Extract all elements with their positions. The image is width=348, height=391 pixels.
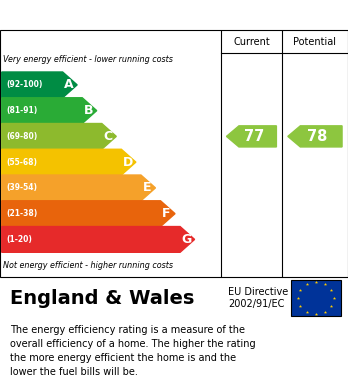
Text: C: C [103, 130, 112, 143]
Polygon shape [2, 124, 116, 149]
Text: Current: Current [233, 37, 270, 47]
Polygon shape [2, 175, 156, 201]
Text: (69-80): (69-80) [6, 132, 37, 141]
Text: (39-54): (39-54) [6, 183, 37, 192]
Polygon shape [2, 201, 175, 226]
Text: G: G [182, 233, 192, 246]
Text: (81-91): (81-91) [6, 106, 37, 115]
Text: Potential: Potential [293, 37, 337, 47]
Text: 78: 78 [308, 129, 328, 144]
Text: 77: 77 [244, 129, 264, 144]
Polygon shape [227, 126, 276, 147]
Text: England & Wales: England & Wales [10, 289, 195, 307]
Text: E: E [142, 181, 151, 194]
Text: B: B [84, 104, 93, 117]
Polygon shape [2, 72, 77, 98]
Text: F: F [162, 207, 171, 220]
Text: (21-38): (21-38) [6, 209, 37, 218]
Text: A: A [64, 78, 74, 91]
Text: (92-100): (92-100) [6, 81, 42, 90]
Text: (1-20): (1-20) [6, 235, 32, 244]
Text: Energy Efficiency Rating: Energy Efficiency Rating [10, 7, 213, 23]
Text: The energy efficiency rating is a measure of the
overall efficiency of a home. T: The energy efficiency rating is a measur… [10, 325, 256, 377]
Text: (55-68): (55-68) [6, 158, 37, 167]
Polygon shape [2, 98, 97, 124]
Polygon shape [2, 226, 195, 252]
FancyBboxPatch shape [291, 280, 341, 316]
Text: EU Directive
2002/91/EC: EU Directive 2002/91/EC [228, 287, 288, 309]
Polygon shape [288, 126, 342, 147]
Text: Very energy efficient - lower running costs: Very energy efficient - lower running co… [3, 55, 173, 64]
Text: D: D [123, 156, 133, 169]
Text: Not energy efficient - higher running costs: Not energy efficient - higher running co… [3, 261, 174, 270]
Polygon shape [2, 149, 136, 175]
